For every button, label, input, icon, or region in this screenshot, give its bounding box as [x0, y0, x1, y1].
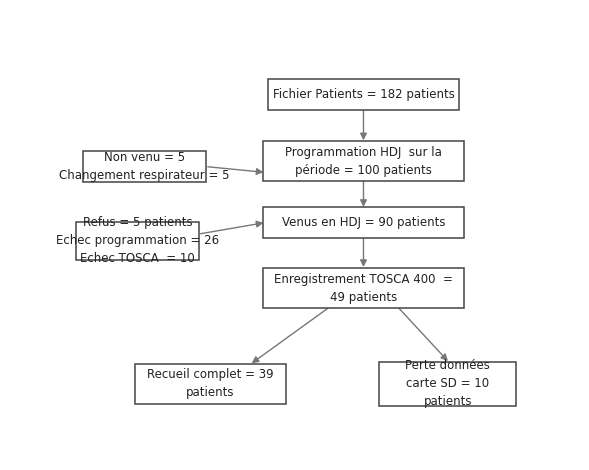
Text: Refus = 5 patients
Echec programmation = 26
Echec TOSCA  = 10: Refus = 5 patients Echec programmation =… [56, 217, 219, 266]
FancyBboxPatch shape [135, 364, 286, 404]
FancyBboxPatch shape [76, 222, 199, 260]
Text: Non venu = 5
Changement respirateur = 5: Non venu = 5 Changement respirateur = 5 [59, 151, 230, 182]
Text: Fichier Patients = 182 patients: Fichier Patients = 182 patients [273, 88, 455, 101]
Text: Venus en HDJ = 90 patients: Venus en HDJ = 90 patients [282, 216, 445, 229]
Text: Perte données
carte SD = 10
patients: Perte données carte SD = 10 patients [405, 360, 491, 408]
FancyBboxPatch shape [82, 151, 206, 182]
FancyBboxPatch shape [263, 268, 464, 308]
Text: Recueil complet = 39
patients: Recueil complet = 39 patients [147, 368, 274, 400]
FancyBboxPatch shape [263, 141, 464, 181]
FancyBboxPatch shape [263, 207, 464, 238]
Text: Programmation HDJ  sur la
période = 100 patients: Programmation HDJ sur la période = 100 p… [285, 146, 442, 177]
FancyBboxPatch shape [379, 362, 517, 406]
Text: Enregistrement TOSCA 400  =
49 patients: Enregistrement TOSCA 400 = 49 patients [274, 273, 453, 304]
FancyBboxPatch shape [267, 79, 459, 110]
